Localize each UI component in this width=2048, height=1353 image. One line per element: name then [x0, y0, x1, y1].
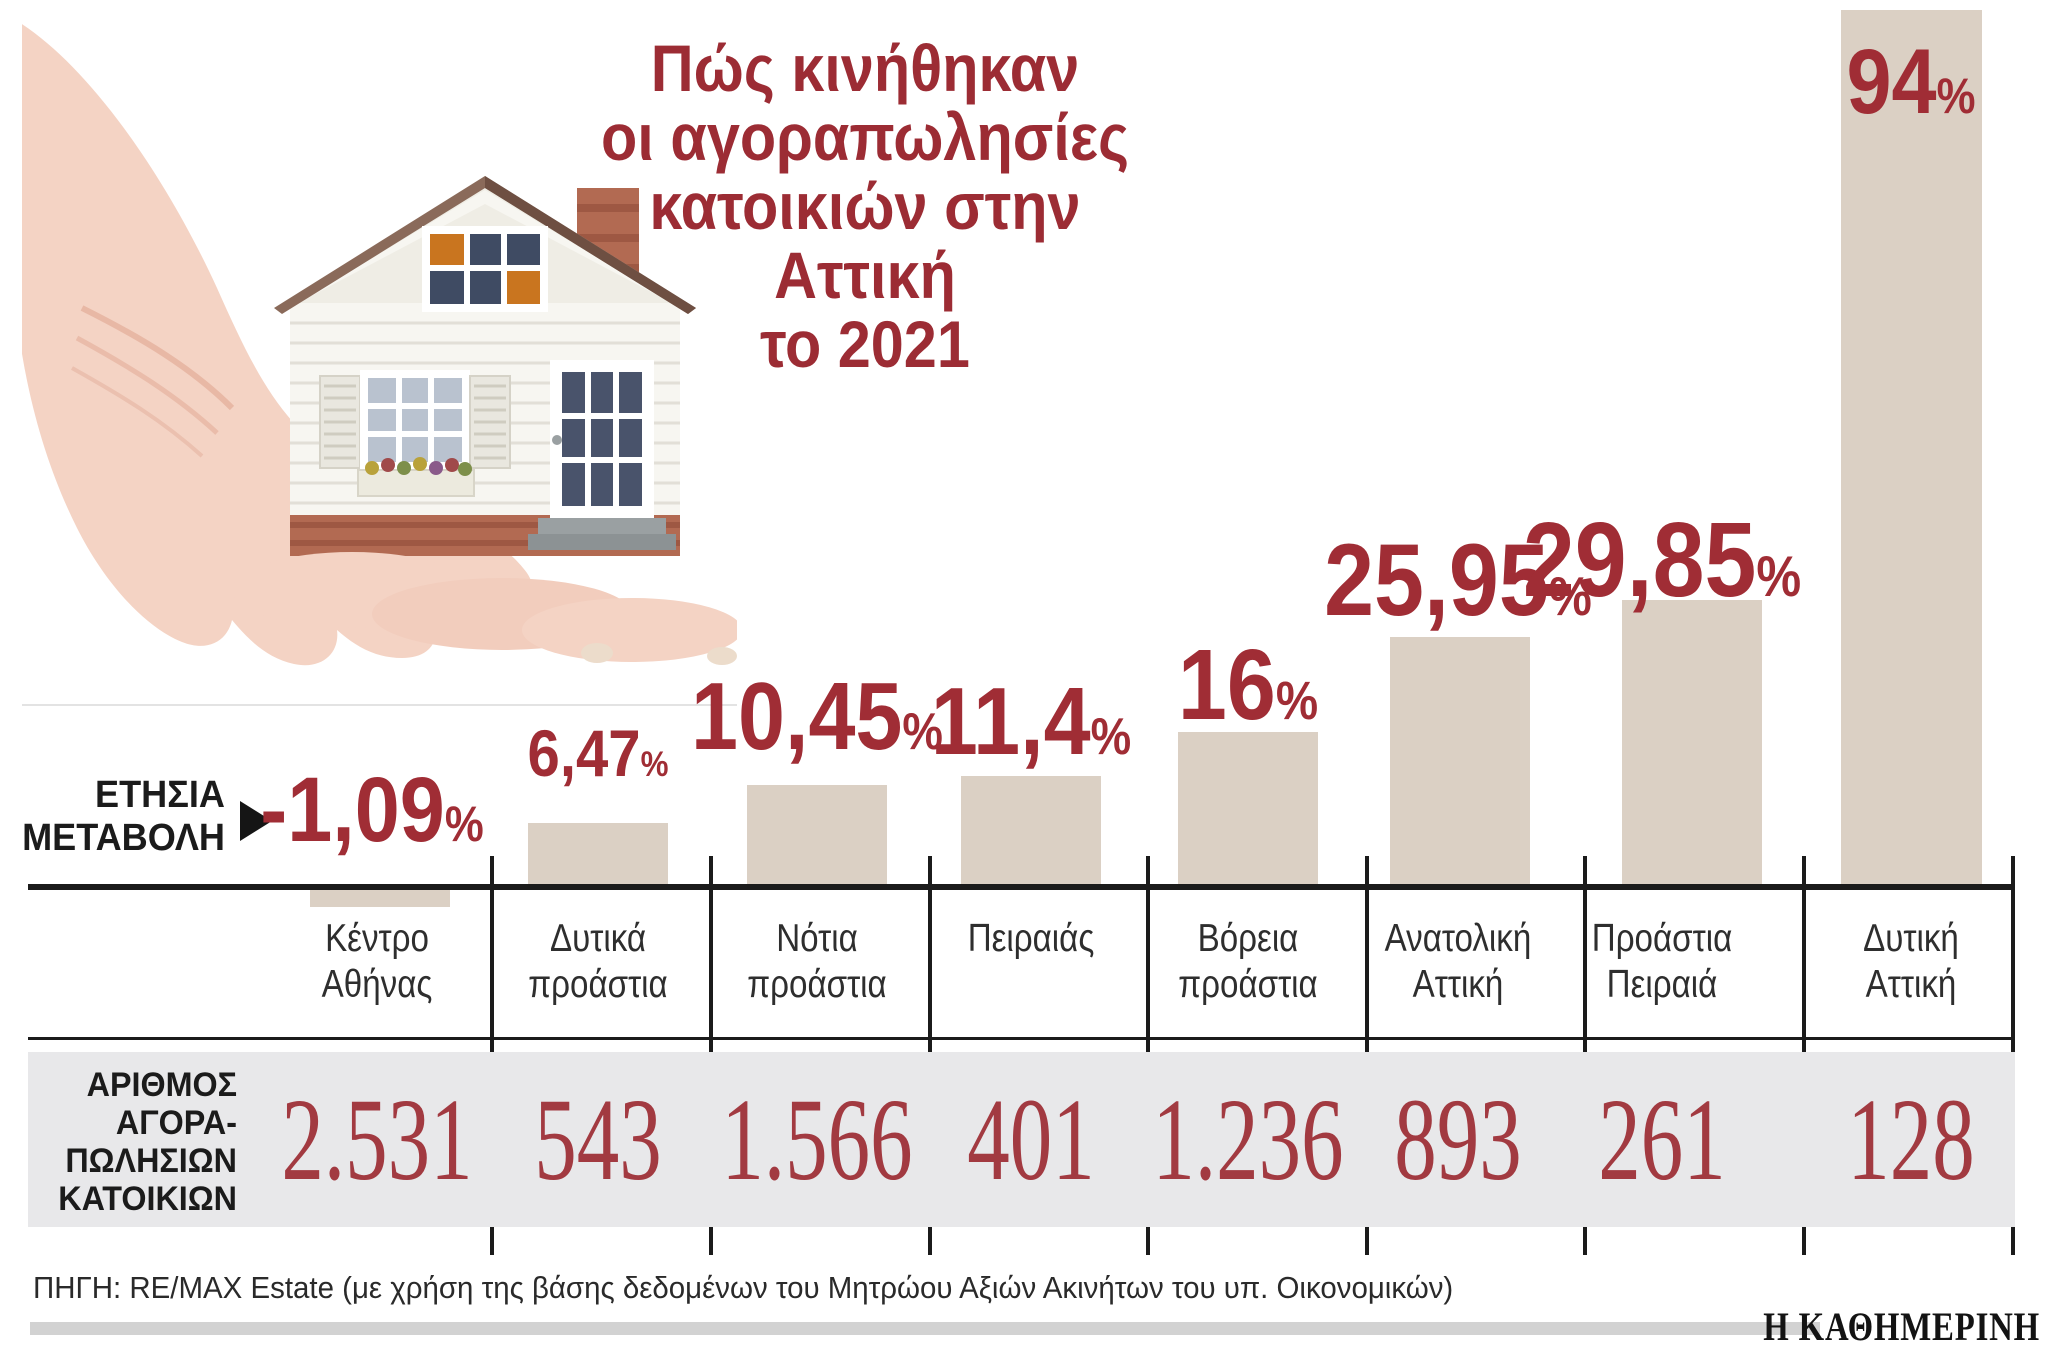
category-label: Προάστια Πειραιά: [1591, 917, 1733, 1006]
bar-voreia-proastia: [1178, 732, 1318, 884]
page-title: Πώς κινήθηκαν οι αγοραπωλησίες κατοικιών…: [555, 34, 1176, 379]
percent-sign: %: [444, 796, 484, 852]
kathimerini-logo: Η ΚΑΘΗΜΕΡΙΝΗ: [1763, 1304, 2040, 1349]
count-value: 1.236: [1152, 1073, 1344, 1205]
counts-row-label: ΑΡΙΘΜΟΣ ΑΓΟΡΑ- ΠΩΛΗΣΙΩΝ ΚΑΤΟΙΚΙΩΝ: [58, 1066, 237, 1218]
hand-house-photo: [22, 8, 737, 706]
value-label-dytiki-attiki: 94%: [1846, 31, 1976, 133]
value-label-dytika-proastia: 6,47%: [527, 716, 669, 790]
house-icon: [274, 176, 696, 556]
value-label-peiraias: 11,4%: [930, 668, 1132, 775]
value-label-voreia-proastia: 16%: [1177, 629, 1319, 741]
bar-dytiki-attiki: [1841, 10, 1982, 884]
value-label-notia-proastia: 10,45%: [691, 663, 943, 770]
value-label-kentro-athinas: -1,09%: [260, 759, 484, 861]
brand-divider-bar: [30, 1322, 1820, 1335]
count-value: 893: [1394, 1073, 1522, 1205]
bar-anatoliki-attiki: [1390, 637, 1530, 884]
count-value: 543: [534, 1073, 662, 1205]
arrow-right-icon: [240, 801, 272, 841]
percent-sign: %: [1275, 671, 1319, 731]
category-label: Κέντρο Αθήνας: [321, 917, 433, 1006]
value-label-proastia-peiraia: 29,85%: [1522, 501, 1802, 619]
count-value: 1.566: [721, 1073, 913, 1205]
hand-holding-house-illustration: [22, 24, 737, 666]
category-label: Ανατολική Αττική: [1384, 917, 1532, 1006]
count-value: 261: [1598, 1073, 1726, 1205]
fingers-overlay: [232, 552, 737, 665]
percent-sign: %: [1936, 68, 1976, 124]
title-line-2: οι αγοραπωλησίες: [601, 100, 1129, 174]
counts-row-background: [28, 1052, 2015, 1227]
category-label: Πειραιάς: [967, 917, 1095, 960]
title-line-3: κατοικιών στην Αττική: [649, 169, 1081, 312]
annual-change-label: ΕΤΗΣΙΑ ΜΕΤΑΒΟΛΗ: [22, 774, 226, 859]
bar-proastia-peiraia: [1622, 600, 1762, 884]
bar-peiraias: [961, 776, 1101, 884]
percent-sign: %: [902, 702, 943, 760]
count-value: 401: [967, 1073, 1095, 1205]
x-axis-line: [28, 884, 2015, 890]
category-label: Νότια προάστια: [747, 917, 887, 1006]
count-value: 2.531: [281, 1073, 473, 1205]
percent-sign: %: [1090, 707, 1132, 765]
percent-sign: %: [1548, 565, 1592, 627]
bar-notia-proastia: [747, 785, 887, 884]
category-label: Δυτικά προάστια: [528, 917, 668, 1006]
bar-kentro-athinas: [310, 890, 450, 907]
percent-sign: %: [640, 744, 669, 784]
title-line-1: Πώς κινήθηκαν: [650, 31, 1080, 105]
table-divider-line: [28, 1037, 2015, 1040]
category-label: Βόρεια προάστια: [1178, 917, 1318, 1006]
bar-dytika-proastia: [528, 823, 668, 884]
category-label: Δυτική Αττική: [1863, 917, 1959, 1006]
count-value: 128: [1847, 1073, 1975, 1205]
source-note: ΠΗΓΗ: RE/MAX Estate (με χρήση της βάσης …: [33, 1270, 1454, 1305]
percent-sign: %: [1756, 545, 1802, 609]
title-line-4: το 2021: [760, 307, 970, 381]
value-label-anatoliki-attiki: 25,95%: [1324, 523, 1592, 637]
